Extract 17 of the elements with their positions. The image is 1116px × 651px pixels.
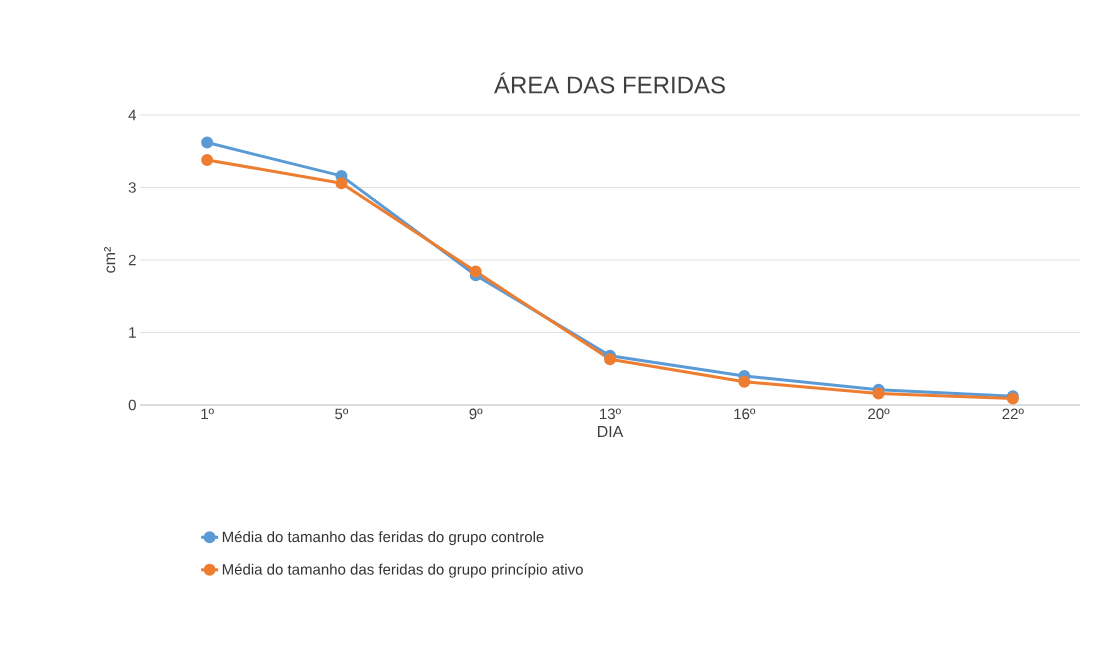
x-tick-label: 22º	[1002, 408, 1024, 420]
y-tick-label: 2	[128, 254, 136, 266]
x-tick-label: 20º	[868, 408, 890, 420]
legend-label: Média do tamanho das feridas do grupo princípio ativo	[222, 563, 583, 578]
y-axis-title: cm²	[104, 246, 116, 273]
y-tick-label: 1	[129, 327, 136, 338]
x-tick-label: 5º	[335, 408, 349, 420]
x-tick-label: 16º	[734, 408, 756, 420]
x-tick-label: 13º	[600, 408, 621, 420]
x-tick-label: 1º	[201, 408, 214, 420]
y-tick-label: 4	[128, 109, 137, 121]
x-tick-label: 9º	[469, 408, 483, 420]
legend-label: Média do tamanho das feridas do grupo controle	[222, 531, 544, 546]
y-tick-label: 0	[128, 399, 136, 411]
x-axis-title: DIA	[597, 426, 624, 438]
y-tick-label: 3	[128, 182, 136, 193]
chart-title: ÁREA DAS FERIDAS	[494, 72, 725, 94]
